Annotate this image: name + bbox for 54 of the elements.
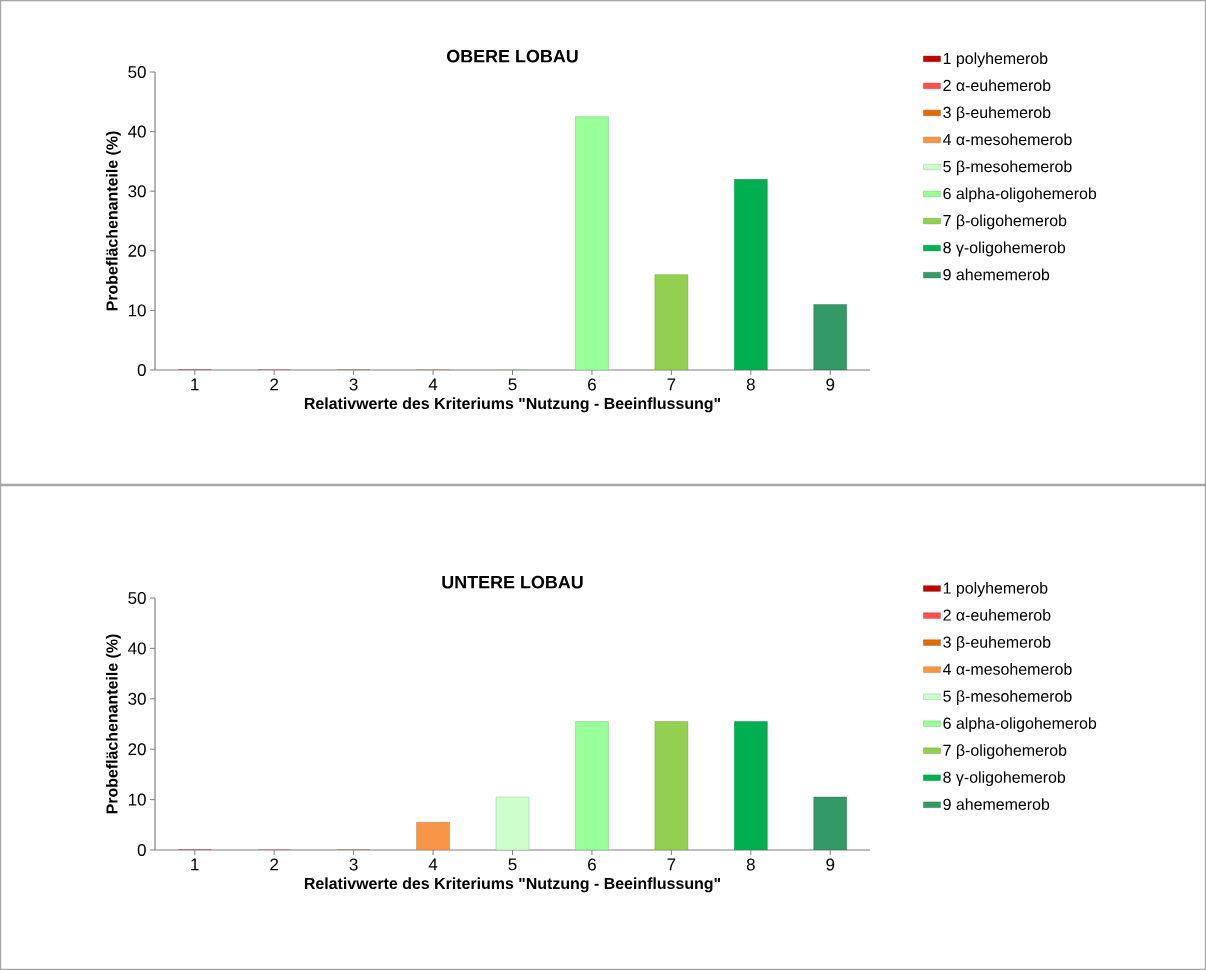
x-tick-label: 7 [667, 378, 676, 391]
x-tick-label: 5 [508, 378, 517, 391]
y-axis-title: Probeflächenanteile (%) [105, 634, 121, 814]
y-tick-label: 40 [128, 125, 146, 138]
y-tick-label: 10 [128, 304, 146, 317]
y-tick-label: 50 [128, 66, 146, 78]
y-axis-title: Probeflächenanteile (%) [105, 131, 121, 311]
y-tick-label: 50 [128, 592, 146, 604]
y-tick-label: 40 [128, 642, 146, 655]
legend-label: 4 α-mesohemerob [943, 663, 1072, 675]
legend-label: 7 β-oligohemerob [943, 214, 1067, 230]
x-tick-label: 9 [826, 858, 835, 871]
legend-label: 3 β-euhemerob [943, 106, 1051, 122]
x-axis-title: Relativwerte des Kriteriums "Nutzung - Beeinflussung" [304, 397, 721, 413]
legend-label: 8 γ-oligohemerob [943, 241, 1066, 257]
y-tick-label: 30 [128, 185, 146, 198]
x-tick-label: 8 [746, 858, 755, 871]
legend-label: 5 β-mesohemerob [943, 690, 1072, 705]
x-tick-label: 7 [667, 858, 676, 871]
legend-label: 9 ahememerob [943, 798, 1050, 810]
x-tick-label: 2 [270, 378, 279, 391]
y-tick-label: 20 [128, 244, 146, 257]
x-axis-title: Relativwerte des Kriteriums "Nutzung - Beeinflussung" [304, 877, 721, 893]
x-tick-label: 5 [508, 858, 517, 871]
x-tick-label: 4 [428, 858, 438, 871]
legend-label: 8 γ-oligohemerob [943, 771, 1066, 787]
x-tick-label: 3 [349, 378, 358, 391]
x-tick-label: 6 [588, 858, 596, 871]
legend-label: 2 α-euhemerob [943, 79, 1051, 92]
legend-label: 3 β-euhemerob [943, 636, 1051, 651]
legend-label: 6 alpha-oligohemerob [943, 187, 1097, 203]
legend-label: 2 α-euhemerob [943, 609, 1051, 621]
y-tick-label: 30 [128, 692, 146, 705]
legend-label: 4 α-mesohemerob [943, 133, 1072, 146]
y-tick-label: 0 [137, 363, 146, 376]
y-tick-label: 20 [128, 743, 146, 756]
legend-label: 7 β-oligohemerob [943, 744, 1067, 760]
chart-title: OBERE LOBAU [446, 49, 578, 63]
legend-label: 1 polyhemerob [943, 582, 1048, 597]
legend-label: 9 ahememerob [943, 268, 1050, 281]
legend-label: 5 β-mesohemerob [943, 160, 1072, 176]
y-tick-label: 10 [128, 793, 146, 806]
x-tick-label: 1 [191, 378, 199, 391]
legend-label: 6 alpha-oligohemerob [943, 717, 1097, 733]
x-tick-label: 2 [270, 858, 279, 871]
x-tick-label: 6 [588, 378, 596, 391]
x-tick-label: 4 [428, 378, 438, 391]
x-tick-label: 3 [349, 858, 358, 871]
chart-title: UNTERE LOBAU [442, 575, 583, 589]
x-tick-label: 9 [826, 378, 835, 391]
legend-label: 1 polyhemerob [943, 52, 1048, 68]
y-tick-label: 0 [137, 844, 146, 856]
x-tick-label: 1 [191, 858, 199, 871]
x-tick-label: 8 [746, 378, 755, 391]
